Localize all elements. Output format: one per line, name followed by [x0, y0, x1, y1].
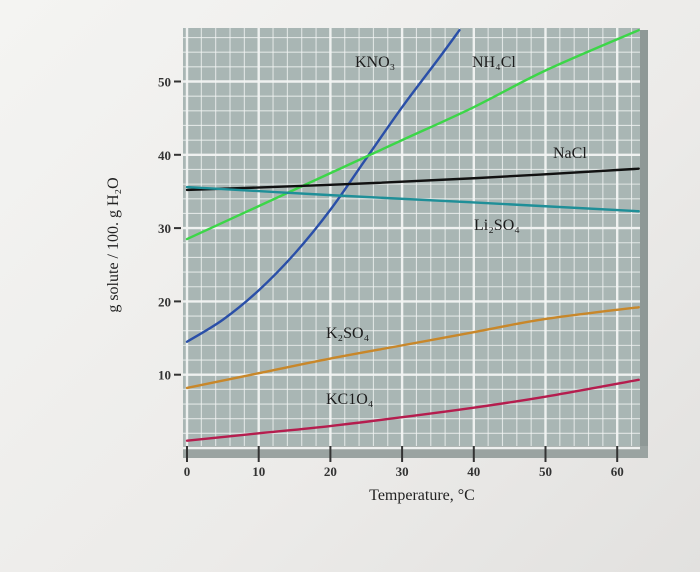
x-tick-label: 40: [467, 464, 480, 479]
x-tick-label: 0: [184, 464, 191, 479]
series-label-li2so4: Li₂SO₄: [474, 217, 520, 234]
series-line-NaCl: [185, 167, 640, 192]
x-tick-label: 50: [539, 464, 552, 479]
series-label-kclo4: KC1O₄: [326, 391, 374, 408]
y-tick-label: 30: [158, 221, 171, 236]
series-line-NH₄Cl: [185, 28, 640, 241]
axis-ticks: 0 10 20 30 40 50 60 10 20 30 40 50: [158, 75, 624, 480]
y-axis-label: g solute / 100. g H₂O: [105, 177, 122, 312]
series-line-KNO₃: [185, 28, 461, 343]
plot-background: [183, 28, 640, 446]
grid: [183, 28, 640, 450]
y-tick-label: 20: [158, 294, 171, 309]
series-label-nacl: NaCl: [553, 145, 587, 162]
series-lines: [185, 28, 640, 442]
x-tick-label: 10: [252, 464, 265, 479]
series-label-nh4cl: NH₄Cl: [472, 54, 516, 71]
x-tick-label: 30: [396, 464, 409, 479]
y-tick-label: 10: [158, 368, 171, 383]
series-line-Li₂SO₄: [185, 185, 640, 213]
series-line-K₂SO₄: [185, 306, 640, 390]
series-label-k2so4: K₂SO₄: [326, 325, 370, 342]
x-tick-label: 60: [611, 464, 624, 479]
y-tick-label: 50: [158, 75, 171, 90]
x-tick-label: 20: [324, 464, 337, 479]
series-label-kno3: KNO₃: [355, 54, 395, 71]
y-tick-label: 40: [158, 148, 171, 163]
x-axis-label: Temperature, °C: [369, 487, 475, 504]
series-line-KClO₄: [185, 378, 640, 442]
plot-shadow: [640, 30, 648, 458]
